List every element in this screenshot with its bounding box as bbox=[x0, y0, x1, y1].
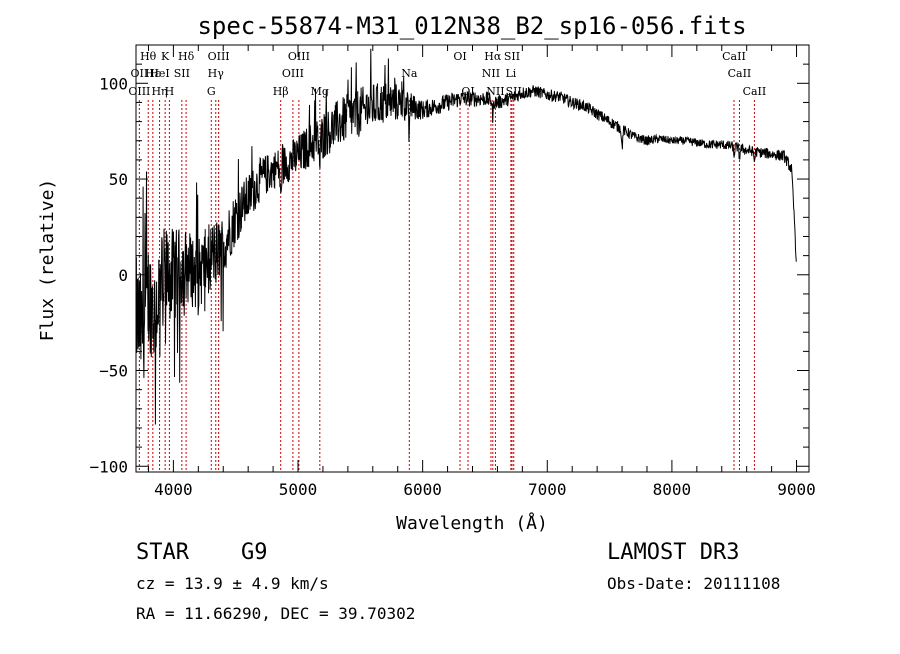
emission-line-label: Hα bbox=[484, 50, 502, 63]
emission-line-label: OIII bbox=[128, 85, 150, 98]
emission-line-label: HeI bbox=[149, 67, 169, 80]
emission-line-label: Hθ bbox=[140, 50, 157, 63]
coordinates-readout: RA = 11.66290, DEC = 39.70302 bbox=[136, 604, 415, 623]
emission-line-label: Hε bbox=[145, 67, 161, 80]
spectrum-series-line bbox=[135, 48, 797, 425]
emission-line-label: NII bbox=[482, 67, 500, 80]
y-axis-label: Flux (relative) bbox=[37, 179, 58, 342]
x-tick-label: 7000 bbox=[528, 480, 567, 499]
emission-line-label: OI bbox=[453, 50, 466, 63]
emission-line-label: Hδ bbox=[178, 50, 195, 63]
y-tick-label: −50 bbox=[99, 362, 128, 381]
emission-line-label: Hγ bbox=[208, 67, 225, 80]
obs-date: Obs-Date: 20111108 bbox=[607, 574, 780, 593]
emission-line-label: OIII bbox=[208, 50, 230, 63]
survey-name: LAMOST DR3 bbox=[607, 540, 739, 565]
emission-line-label: Li bbox=[505, 67, 516, 80]
object-subclass: G9 bbox=[241, 540, 268, 565]
emission-line-label: SII bbox=[504, 50, 520, 63]
y-tick-label: −100 bbox=[89, 457, 128, 476]
x-tick-label: 6000 bbox=[403, 480, 442, 499]
x-axis: 4000 5000 6000 7000 8000 9000 bbox=[147, 45, 816, 499]
x-tick-label: 5000 bbox=[279, 480, 318, 499]
y-tick-label: 0 bbox=[118, 266, 128, 285]
object-class: STAR bbox=[136, 540, 190, 565]
y-tick-label: 100 bbox=[99, 74, 128, 93]
emission-line-label: SII bbox=[174, 67, 190, 80]
emission-line-label: OIII bbox=[288, 50, 310, 63]
emission-line-markers bbox=[138, 100, 755, 472]
emission-line-labels: Hθ OII OIII Hε Hη K HeI H SII Hδ OIII Hγ G Hβ OIII OIII… bbox=[128, 50, 766, 98]
y-axis: −100 −50 0 50 100 bbox=[89, 63, 809, 476]
emission-line-label: CaII bbox=[722, 50, 746, 63]
y-tick-label: 50 bbox=[109, 170, 128, 189]
emission-line-label: G bbox=[207, 85, 216, 98]
emission-line-label: NII bbox=[486, 85, 504, 98]
emission-line-label: OII bbox=[131, 67, 149, 80]
redshift-readout: cz = 13.9 ± 4.9 km/s bbox=[136, 574, 329, 593]
emission-line-label: Hβ bbox=[273, 85, 289, 98]
plot-frame bbox=[135, 44, 810, 473]
emission-line-label: OIII bbox=[282, 67, 304, 80]
emission-line-label: Hη bbox=[151, 85, 167, 98]
chart-title: spec-55874-M31_012N38_B2_sp16-056.fits bbox=[197, 12, 746, 40]
x-tick-label: 9000 bbox=[777, 480, 816, 499]
emission-line-label: H bbox=[165, 85, 175, 98]
emission-line-label: CaII bbox=[743, 85, 767, 98]
x-axis-label: Wavelength (Å) bbox=[396, 512, 548, 534]
emission-line-label: Na bbox=[401, 67, 418, 80]
emission-line-label: CaII bbox=[728, 67, 752, 80]
x-tick-label: 4000 bbox=[154, 480, 193, 499]
x-tick-label: 8000 bbox=[653, 480, 692, 499]
emission-line-label: K bbox=[161, 50, 170, 63]
